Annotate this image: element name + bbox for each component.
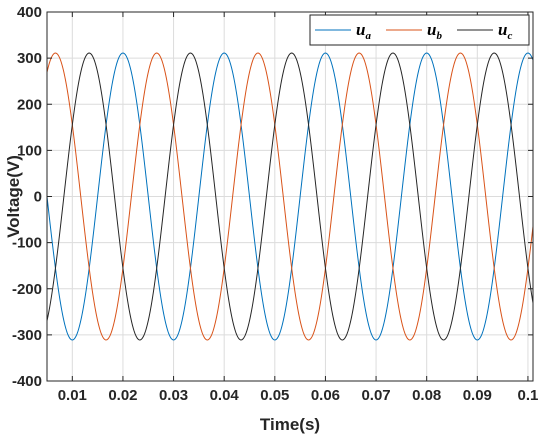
x-tick-label: 0.02 <box>108 387 137 404</box>
legend: ua ub uc <box>309 14 530 46</box>
x-tick-label: 0.09 <box>463 387 492 404</box>
grid <box>47 11 533 382</box>
series-line-c <box>46 52 534 341</box>
x-tick-labels: 0.01 0.02 0.03 0.04 0.05 0.06 0.07 0.08 0.09 0.1 <box>58 387 539 404</box>
y-tick-label: 200 <box>17 96 42 113</box>
y-tick-label: -300 <box>12 327 42 344</box>
x-axis-title: Time(s) <box>260 415 320 434</box>
x-tick-label: 0.1 <box>518 387 539 404</box>
series-line-a <box>46 52 534 341</box>
series-lines <box>46 52 534 341</box>
y-tick-label: -200 <box>12 281 42 298</box>
x-tick-label: 0.04 <box>210 387 240 404</box>
x-tick-label: 0.05 <box>260 387 289 404</box>
y-tick-label: 0 <box>34 189 42 206</box>
x-tick-label: 0.06 <box>311 387 340 404</box>
x-tick-label: 0.08 <box>412 387 441 404</box>
y-axis-title: Voltage(V) <box>4 155 23 238</box>
x-tick-label: 0.03 <box>159 387 188 404</box>
y-tick-label: -100 <box>12 235 42 252</box>
y-tick-label: 300 <box>17 50 42 67</box>
y-tick-label: 100 <box>17 142 42 159</box>
y-tick-labels: -400 -300 -200 -100 0 100 200 300 400 <box>12 4 42 390</box>
y-tick-label: 400 <box>17 4 42 21</box>
series-line-b <box>46 52 534 341</box>
x-tick-label: 0.07 <box>361 387 390 404</box>
y-tick-label: -400 <box>12 373 42 390</box>
x-tick-label: 0.01 <box>58 387 87 404</box>
